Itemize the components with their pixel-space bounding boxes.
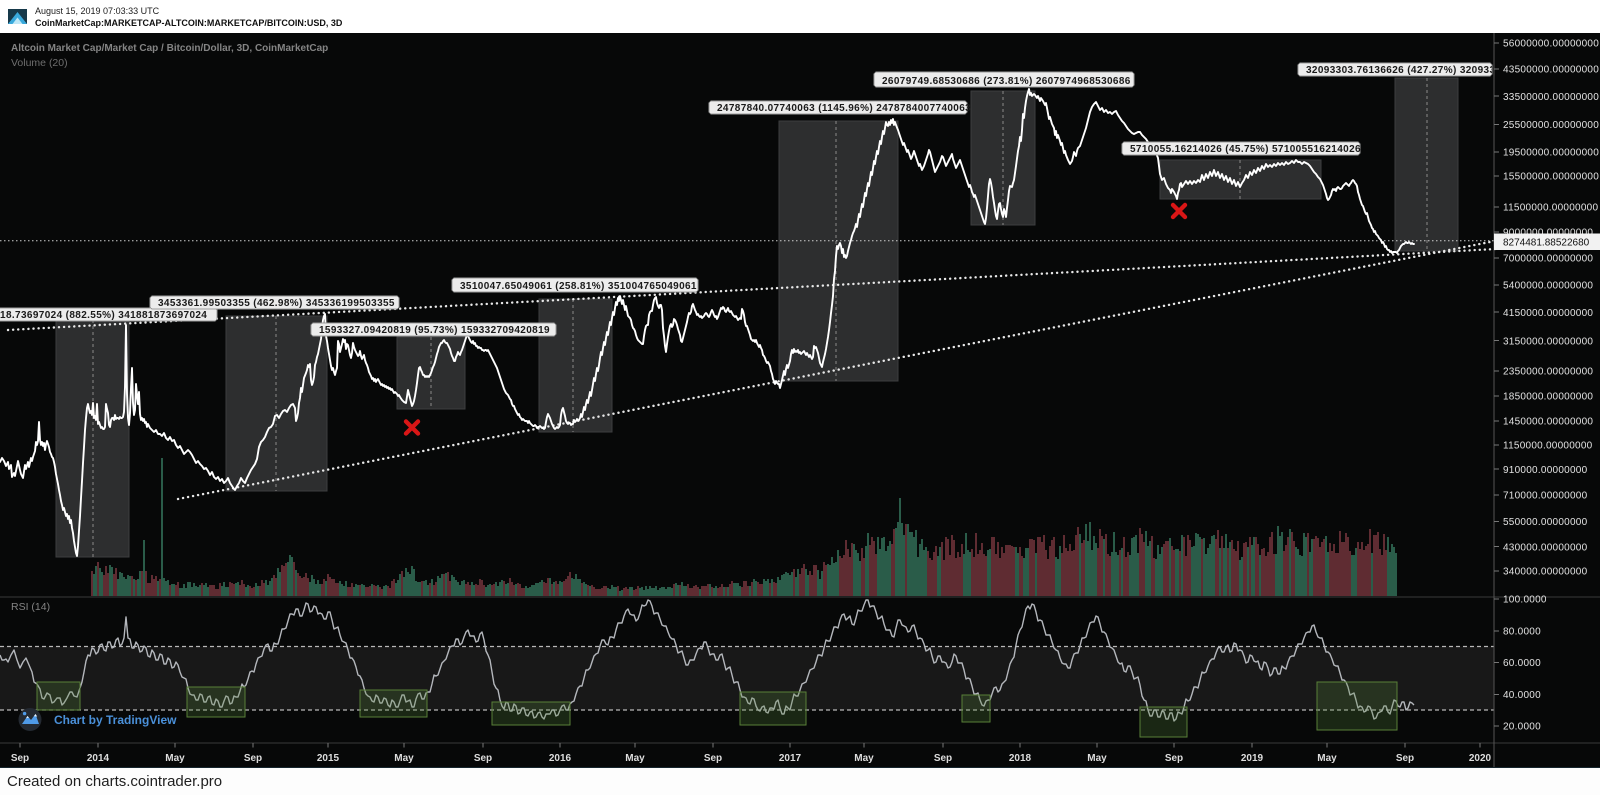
svg-text:910000.00000000: 910000.00000000 — [1503, 465, 1588, 476]
svg-text:9000000.00000000: 9000000.00000000 — [1503, 228, 1593, 239]
svg-text:1593327.09420819 (95.73%) 1593: 1593327.09420819 (95.73%) 15933270942081… — [319, 325, 550, 336]
svg-text:19500000.00000000: 19500000.00000000 — [1503, 148, 1599, 159]
svg-text:15500000.00000000: 15500000.00000000 — [1503, 172, 1599, 183]
svg-text:1450000.00000000: 1450000.00000000 — [1503, 417, 1593, 428]
svg-text:60.0000: 60.0000 — [1503, 658, 1541, 669]
svg-text:Sep: Sep — [934, 753, 952, 764]
svg-text:3453361.99503355 (462.98%) 345: 3453361.99503355 (462.98%) 3453361995033… — [158, 298, 395, 309]
svg-text:7000000.00000000: 7000000.00000000 — [1503, 254, 1593, 265]
svg-text:2019: 2019 — [1241, 753, 1264, 764]
svg-text:340000.00000000: 340000.00000000 — [1503, 567, 1588, 578]
svg-text:26079749.68530686 (273.81%) 26: 26079749.68530686 (273.81%) 260797496853… — [882, 76, 1131, 87]
svg-text:Sep: Sep — [704, 753, 722, 764]
svg-text:5400000.00000000: 5400000.00000000 — [1503, 281, 1593, 292]
svg-text:25500000.00000000: 25500000.00000000 — [1503, 120, 1599, 131]
svg-text:May: May — [1317, 753, 1337, 764]
svg-text:Volume (20): Volume (20) — [11, 57, 68, 69]
svg-text:Sep: Sep — [1396, 753, 1414, 764]
svg-text:5710055.16214026 (45.75%) 5710: 5710055.16214026 (45.75%) 57100551621402… — [1130, 144, 1361, 155]
svg-text:20.0000: 20.0000 — [1503, 722, 1541, 733]
svg-text:4150000.00000000: 4150000.00000000 — [1503, 308, 1593, 319]
svg-text:34188118.73697024 (882.55%) 34: 34188118.73697024 (882.55%) 341881873697… — [0, 310, 207, 321]
svg-text:2020: 2020 — [1469, 753, 1492, 764]
svg-text:550000.00000000: 550000.00000000 — [1503, 517, 1588, 528]
svg-text:RSI (14): RSI (14) — [11, 601, 50, 613]
svg-text:1150000.00000000: 1150000.00000000 — [1503, 441, 1593, 452]
svg-text:Chart by TradingView: Chart by TradingView — [54, 713, 177, 727]
svg-text:100.0000: 100.0000 — [1503, 595, 1547, 606]
svg-text:Sep: Sep — [1165, 753, 1183, 764]
svg-text:May: May — [854, 753, 874, 764]
svg-text:Altcoin Market Cap/Market Cap: Altcoin Market Cap/Market Cap / Bitcoin/… — [11, 43, 328, 54]
svg-text:2014: 2014 — [87, 753, 110, 764]
svg-text:2015: 2015 — [317, 753, 340, 764]
svg-text:11500000.00000000: 11500000.00000000 — [1503, 202, 1598, 213]
svg-text:May: May — [394, 753, 414, 764]
svg-text:40.0000: 40.0000 — [1503, 690, 1541, 701]
svg-text:2350000.00000000: 2350000.00000000 — [1503, 367, 1593, 378]
svg-text:Sep: Sep — [11, 753, 29, 764]
svg-text:56000000.00000000: 56000000.00000000 — [1503, 39, 1599, 50]
svg-text:2018: 2018 — [1009, 753, 1032, 764]
svg-text:2017: 2017 — [779, 753, 802, 764]
svg-text:May: May — [625, 753, 645, 764]
svg-text:80.0000: 80.0000 — [1503, 626, 1541, 637]
svg-text:3150000.00000000: 3150000.00000000 — [1503, 336, 1593, 347]
svg-text:32093303.76136626 (427.27%) 32: 32093303.76136626 (427.27%) 320933037613… — [1306, 65, 1555, 76]
svg-text:3510047.65049061 (258.81%) 351: 3510047.65049061 (258.81%) 3510047650490… — [460, 281, 697, 292]
svg-text:710000.00000000: 710000.00000000 — [1503, 491, 1588, 502]
svg-text:Sep: Sep — [244, 753, 262, 764]
svg-text:May: May — [165, 753, 185, 764]
svg-text:1850000.00000000: 1850000.00000000 — [1503, 391, 1593, 402]
svg-text:43500000.00000000: 43500000.00000000 — [1503, 65, 1599, 76]
svg-text:2016: 2016 — [549, 753, 572, 764]
svg-text:430000.00000000: 430000.00000000 — [1503, 542, 1588, 553]
svg-text:8274481.88522680: 8274481.88522680 — [1503, 238, 1590, 249]
svg-text:May: May — [1087, 753, 1107, 764]
svg-text:Sep: Sep — [474, 753, 492, 764]
svg-text:33500000.00000000: 33500000.00000000 — [1503, 92, 1599, 103]
svg-text:24787840.07740063 (1145.96%) 2: 24787840.07740063 (1145.96%) 24787840077… — [717, 103, 971, 114]
